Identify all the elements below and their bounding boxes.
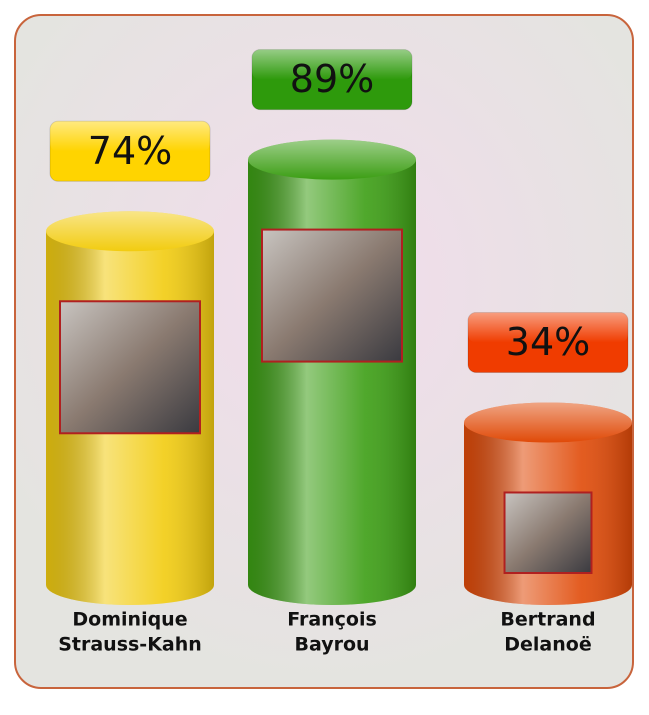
bar-top-shine: [46, 211, 214, 252]
category-label: Bayrou: [294, 634, 369, 656]
category-label: Dominique: [72, 609, 187, 631]
value-label-shine: [50, 121, 210, 152]
value-label-shine: [252, 49, 412, 80]
photo: [59, 300, 201, 435]
photo: [503, 491, 593, 575]
category-label: Strauss-Kahn: [58, 634, 202, 656]
value-label: 34%: [506, 320, 590, 364]
category-label: Bertrand: [500, 609, 595, 631]
photo: [261, 228, 403, 363]
bar-shine: [248, 159, 416, 585]
value-label: 89%: [290, 57, 374, 101]
value-label-shine: [468, 312, 628, 343]
category-label: François: [287, 609, 377, 631]
value-label: 74%: [88, 129, 172, 173]
bar-top-shine: [248, 139, 416, 180]
category-label: Delanoë: [504, 634, 591, 656]
bar-top-shine: [464, 402, 632, 443]
